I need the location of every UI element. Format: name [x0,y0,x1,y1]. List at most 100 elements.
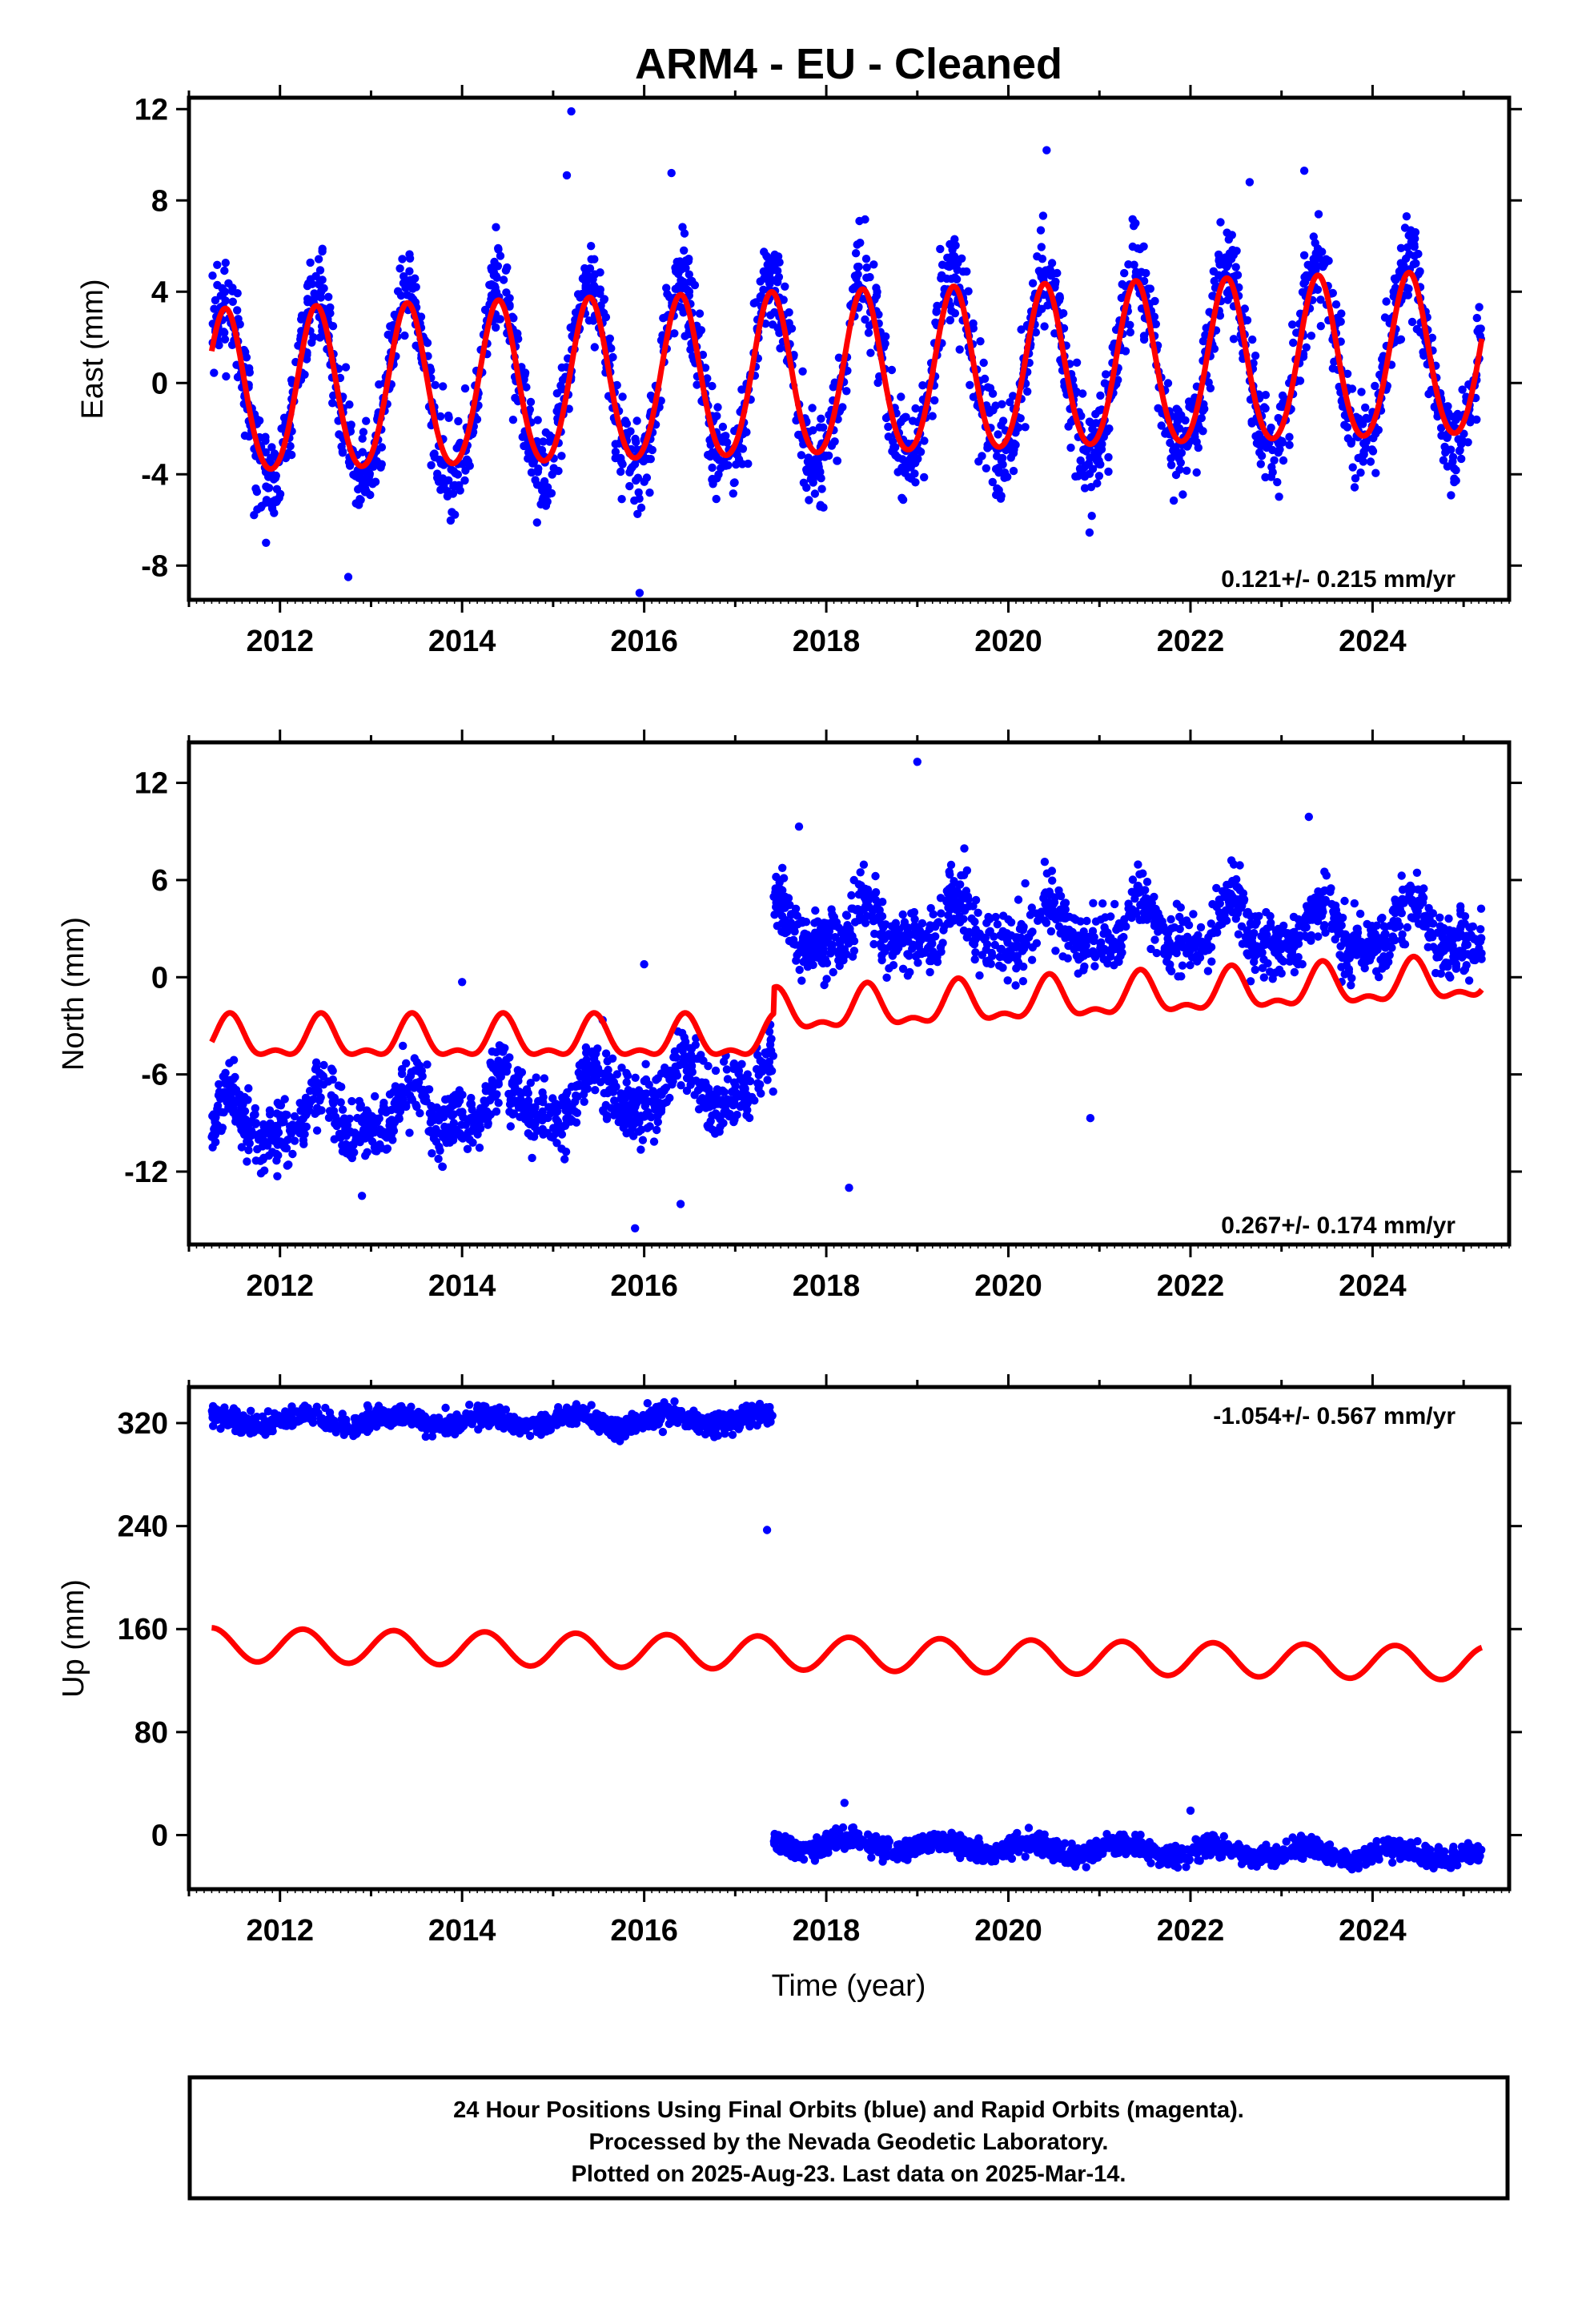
data-point [816,501,825,509]
data-point [1074,969,1082,978]
data-point [1267,423,1275,432]
data-point [1231,263,1240,271]
data-point [1424,903,1433,913]
data-point [1273,477,1282,487]
data-point [262,538,271,547]
y-tick-label: 12 [135,93,168,127]
data-point [220,335,230,344]
data-point [993,452,1002,460]
data-point [811,906,820,915]
data-point [1178,490,1187,499]
data-point [785,900,794,910]
data-point [1078,389,1087,398]
data-point [603,1057,612,1066]
data-point [443,492,452,501]
data-point [818,951,827,961]
data-point [1150,935,1159,944]
data-point [690,280,700,290]
data-point [436,1146,444,1156]
data-point [277,424,286,433]
data-point [431,380,440,389]
data-point [962,267,971,276]
data-point [439,382,448,391]
data-point [856,239,865,247]
data-point [560,1155,569,1164]
data-point [1096,391,1105,400]
data-point [1340,896,1349,906]
data-point [1128,215,1137,223]
data-point [1407,317,1417,327]
data-point [1371,468,1380,477]
data-point [906,452,916,462]
data-point [327,1064,336,1073]
data-point [928,412,937,420]
data-point [539,1130,548,1139]
data-point [810,466,819,475]
data-point [969,319,978,328]
data-point [1006,398,1014,407]
data-point [1301,277,1310,287]
data-point [1098,899,1107,908]
data-point [950,251,959,261]
data-point [978,932,986,942]
data-point [959,926,969,935]
data-point [1380,313,1390,322]
data-point [1274,448,1283,457]
data-point [685,270,693,279]
data-point [769,1087,777,1096]
data-point [1235,861,1244,870]
data-point [1316,296,1325,304]
data-point [375,380,383,389]
data-point [1359,448,1368,456]
data-point [1225,249,1235,258]
data-point [998,963,1007,972]
data-point [809,960,817,970]
data-point [633,473,643,482]
data-point [359,428,368,436]
data-point [795,965,804,975]
data-point [1268,975,1277,983]
data-point [1397,871,1406,880]
data-point [955,345,964,354]
data-point [501,266,511,275]
data-point [988,389,998,398]
data-point [937,909,946,918]
data-point [403,291,412,300]
data-point [1003,976,1012,985]
data-point [438,1162,447,1171]
data-point [1129,222,1138,231]
data-point [362,416,371,425]
data-point [1455,446,1464,456]
data-point [761,1048,769,1057]
data-point [520,371,529,380]
data-point [295,1128,303,1137]
data-point [810,919,819,927]
outlier-point [1299,167,1309,175]
data-point [778,863,787,873]
data-point [1212,883,1221,893]
data-point [711,1066,721,1076]
data-point [1110,961,1118,970]
data-point [1080,962,1089,971]
data-point [871,871,880,881]
data-point [631,434,640,444]
data-point [1009,392,1018,400]
data-point [1100,379,1110,388]
data-point [611,448,620,456]
data-point [1146,944,1155,954]
data-point [1379,922,1388,931]
data-point [1087,512,1096,521]
data-point [557,452,566,460]
data-point [975,971,984,980]
data-point [1059,309,1068,318]
data-point [970,955,979,964]
data-point [303,295,312,304]
data-point [1403,923,1412,932]
outlier-point [667,168,676,178]
data-point [738,444,748,453]
data-point [982,464,991,472]
data-point [1157,421,1166,430]
data-point [695,309,705,318]
data-point [1038,211,1048,220]
